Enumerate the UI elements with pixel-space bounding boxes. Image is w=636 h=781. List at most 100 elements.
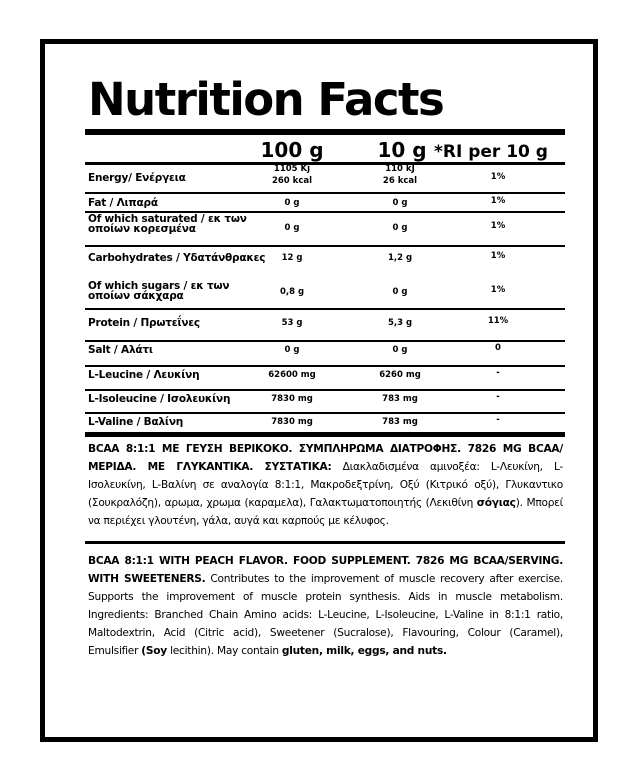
nutrient-label: L-Leucine / Λευκίνη — [88, 368, 200, 381]
text-segment: ). Μπορεί να περιέχει γλουτένη, γάλα, αυ… — [88, 497, 563, 527]
value-per-10g-line: 1,2 g — [387, 253, 413, 263]
table-bottom-divider — [85, 432, 565, 437]
value-per-10g: 6260 mg — [379, 369, 421, 381]
column-header-10g: 10 g — [377, 138, 427, 162]
table-row: Carbohydrates / Υδατάνθρακες 12 g 1,2 g 1% — [88, 249, 563, 267]
table-row: Salt / Αλάτι 0 g 0 g 0 — [88, 343, 563, 356]
value-per-10g: 783 mg — [382, 393, 418, 405]
row-divider — [85, 211, 565, 213]
value-ri: - — [496, 368, 500, 378]
value-per-100g: 0 g — [285, 197, 300, 209]
nutrient-label: Fat / Λιπαρά — [88, 196, 158, 209]
row-divider — [85, 412, 565, 414]
value-per-10g-line: 0 g — [392, 287, 408, 297]
value-ri: 11% — [487, 316, 509, 326]
nutrient-label-line: Of which saturated / εκ των — [88, 213, 247, 225]
value-per-100g-line: 260 kcal — [271, 176, 313, 186]
value-per-100g-line: 12 g — [281, 253, 303, 263]
value-per-10g: 110 kJ 26 kcal — [383, 163, 417, 187]
value-per-10g: 5,3 g — [388, 317, 412, 329]
nutrient-label: L-Isoleucine / Ισολευκίνη — [88, 392, 231, 405]
nutrient-label: Energy/ Ενέργεια — [88, 172, 186, 184]
nutrient-label: Of which sugars / εκ των οποίων σάκχαρα — [88, 280, 230, 302]
value-per-10g-line: 783 mg — [382, 394, 418, 404]
table-row: L-Valine / Βαλίνη 7830 mg 783 mg - — [88, 415, 563, 428]
value-ri: 1% — [490, 251, 506, 261]
value-per-10g: 0 g — [393, 197, 408, 209]
column-header-100g: 100 g — [260, 138, 324, 162]
value-per-10g-line: 26 kcal — [382, 176, 418, 186]
value-ri: 1% — [490, 221, 506, 231]
value-per-100g: 0 g — [285, 344, 300, 356]
bold-text-segment: σόγιας — [476, 497, 516, 509]
bold-text-segment: (Soy — [141, 645, 167, 657]
value-per-10g: 1,2 g — [388, 252, 412, 264]
value-per-10g: 0 g — [393, 222, 408, 234]
value-per-10g: 783 mg — [382, 416, 418, 428]
nutrient-label-line: Of which sugars / εκ των — [88, 280, 230, 292]
value-per-10g: 0 g — [393, 344, 408, 356]
nutrient-label-line: L-Isoleucine / Ισολευκίνη — [88, 392, 231, 405]
row-divider — [85, 340, 565, 342]
table-row: L-Isoleucine / Ισολευκίνη 7830 mg 783 mg - — [88, 392, 563, 405]
page-title: Nutrition Facts — [88, 73, 445, 126]
value-per-100g-line: 53 g — [281, 318, 303, 328]
row-divider — [85, 365, 565, 367]
value-per-10g-line: 5,3 g — [387, 318, 413, 328]
value-ri: - — [496, 392, 500, 402]
nutrient-label: Salt / Αλάτι — [88, 344, 153, 355]
table-row: Energy/ Ενέργεια 1105 Kj 260 kcal 110 kJ 26 … — [88, 163, 563, 192]
nutrient-label-line: οποίων σάκχαρα — [88, 290, 184, 302]
nutrient-label: L-Valine / Βαλίνη — [88, 415, 184, 428]
nutrient-label: Carbohydrates / Υδατάνθρακες — [88, 251, 266, 264]
row-divider — [85, 192, 565, 194]
value-per-10g-line: 6260 mg — [379, 370, 421, 380]
value-per-100g-line: 1105 Kj — [273, 164, 311, 174]
table-row: Protein / Πρωτεΐνες 53 g 5,3 g 11% — [88, 316, 563, 329]
nutrient-label: Protein / Πρωτεΐνες — [88, 316, 200, 329]
title-divider — [85, 129, 565, 135]
column-header-ri: *RI per 10 g — [434, 142, 548, 162]
text-segment: lecithin). May contain — [166, 645, 282, 657]
value-ri: 1% — [490, 285, 506, 295]
nutrient-label-line: L-Leucine / Λευκίνη — [88, 368, 200, 381]
nutrient-label-line: Energy/ Ενέργεια — [88, 172, 186, 184]
table-row: L-Leucine / Λευκίνη 62600 mg 6260 mg - — [88, 368, 563, 381]
nutrient-label-line: Carbohydrates / Υδατάνθρακες — [88, 251, 266, 264]
label-frame — [40, 39, 598, 742]
nutrient-label-line: οποίων κορεσμένα — [88, 223, 196, 235]
nutrient-label-line: L-Valine / Βαλίνη — [88, 415, 184, 428]
value-per-100g-line: 7830 mg — [271, 417, 313, 427]
row-divider — [85, 308, 565, 310]
row-divider — [85, 389, 565, 391]
value-per-100g-line: 0 g — [284, 223, 300, 233]
bold-text-segment: gluten, milk, eggs, and nuts. — [281, 645, 447, 657]
value-ri: 1% — [490, 196, 506, 206]
value-ri: 0 — [495, 343, 501, 353]
value-per-100g-line: 0 g — [284, 345, 300, 355]
value-ri: - — [496, 415, 500, 425]
nutrient-label-line: Protein / Πρωτεΐνες — [88, 316, 200, 329]
nutrient-label: Of which saturated / εκ των οποίων κορεσμ… — [88, 213, 247, 235]
bold-text-segment: BCAA 8:1:1 ΜΕ ΓΕΥΣΗ ΒΕΡΙΚΟΚΟ. ΣΥΜΠΛΗΡΩΜΑ… — [88, 443, 563, 473]
value-per-10g-line: 0 g — [392, 345, 408, 355]
section-divider — [85, 541, 565, 544]
header-divider — [85, 162, 565, 165]
value-ri: 1% — [490, 171, 506, 182]
table-row: Of which saturated / εκ των οποίων κορεσμ… — [88, 214, 563, 242]
value-per-100g-line: 62600 mg — [268, 370, 316, 380]
value-per-10g-line: 783 mg — [382, 417, 418, 427]
value-per-100g: 62600 mg — [268, 369, 315, 381]
value-per-100g: 7830 mg — [271, 416, 313, 428]
value-per-10g-line: 0 g — [392, 223, 408, 233]
nutrient-label-line: Fat / Λιπαρά — [88, 196, 158, 209]
value-per-100g: 53 g — [282, 317, 303, 329]
greek-ingredients-text: BCAA 8:1:1 ΜΕ ΓΕΥΣΗ ΒΕΡΙΚΟΚΟ. ΣΥΜΠΛΗΡΩΜΑ… — [88, 440, 563, 530]
value-per-100g: 7830 mg — [271, 393, 313, 405]
table-row: Of which sugars / εκ των οποίων σάκχαρα 0,… — [88, 281, 563, 303]
value-per-100g: 12 g — [282, 252, 303, 264]
value-per-100g-line: 0 g — [284, 198, 300, 208]
text-segment: Διακλαδισμένα αμινοξέα: L-Λευκίνη, L-Ισο… — [88, 461, 563, 509]
text-segment: Contributes to the improvement of muscle… — [88, 573, 563, 657]
table-row: Fat / Λιπαρά 0 g 0 g 1% — [88, 195, 563, 211]
